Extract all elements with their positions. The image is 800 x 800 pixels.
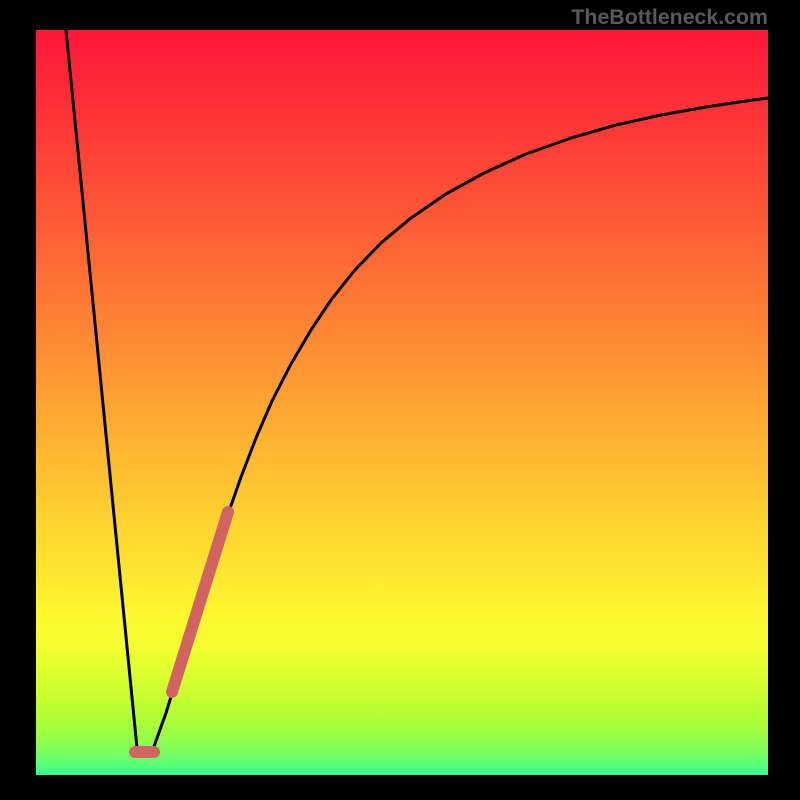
watermark-text: TheBottleneck.com: [571, 5, 768, 30]
outer-frame: [36, 30, 768, 775]
curve-left: [66, 30, 137, 748]
plot-area: [36, 30, 768, 775]
curve-right: [152, 98, 768, 752]
highlight-band: [172, 512, 228, 692]
curve-layer: [36, 30, 768, 775]
